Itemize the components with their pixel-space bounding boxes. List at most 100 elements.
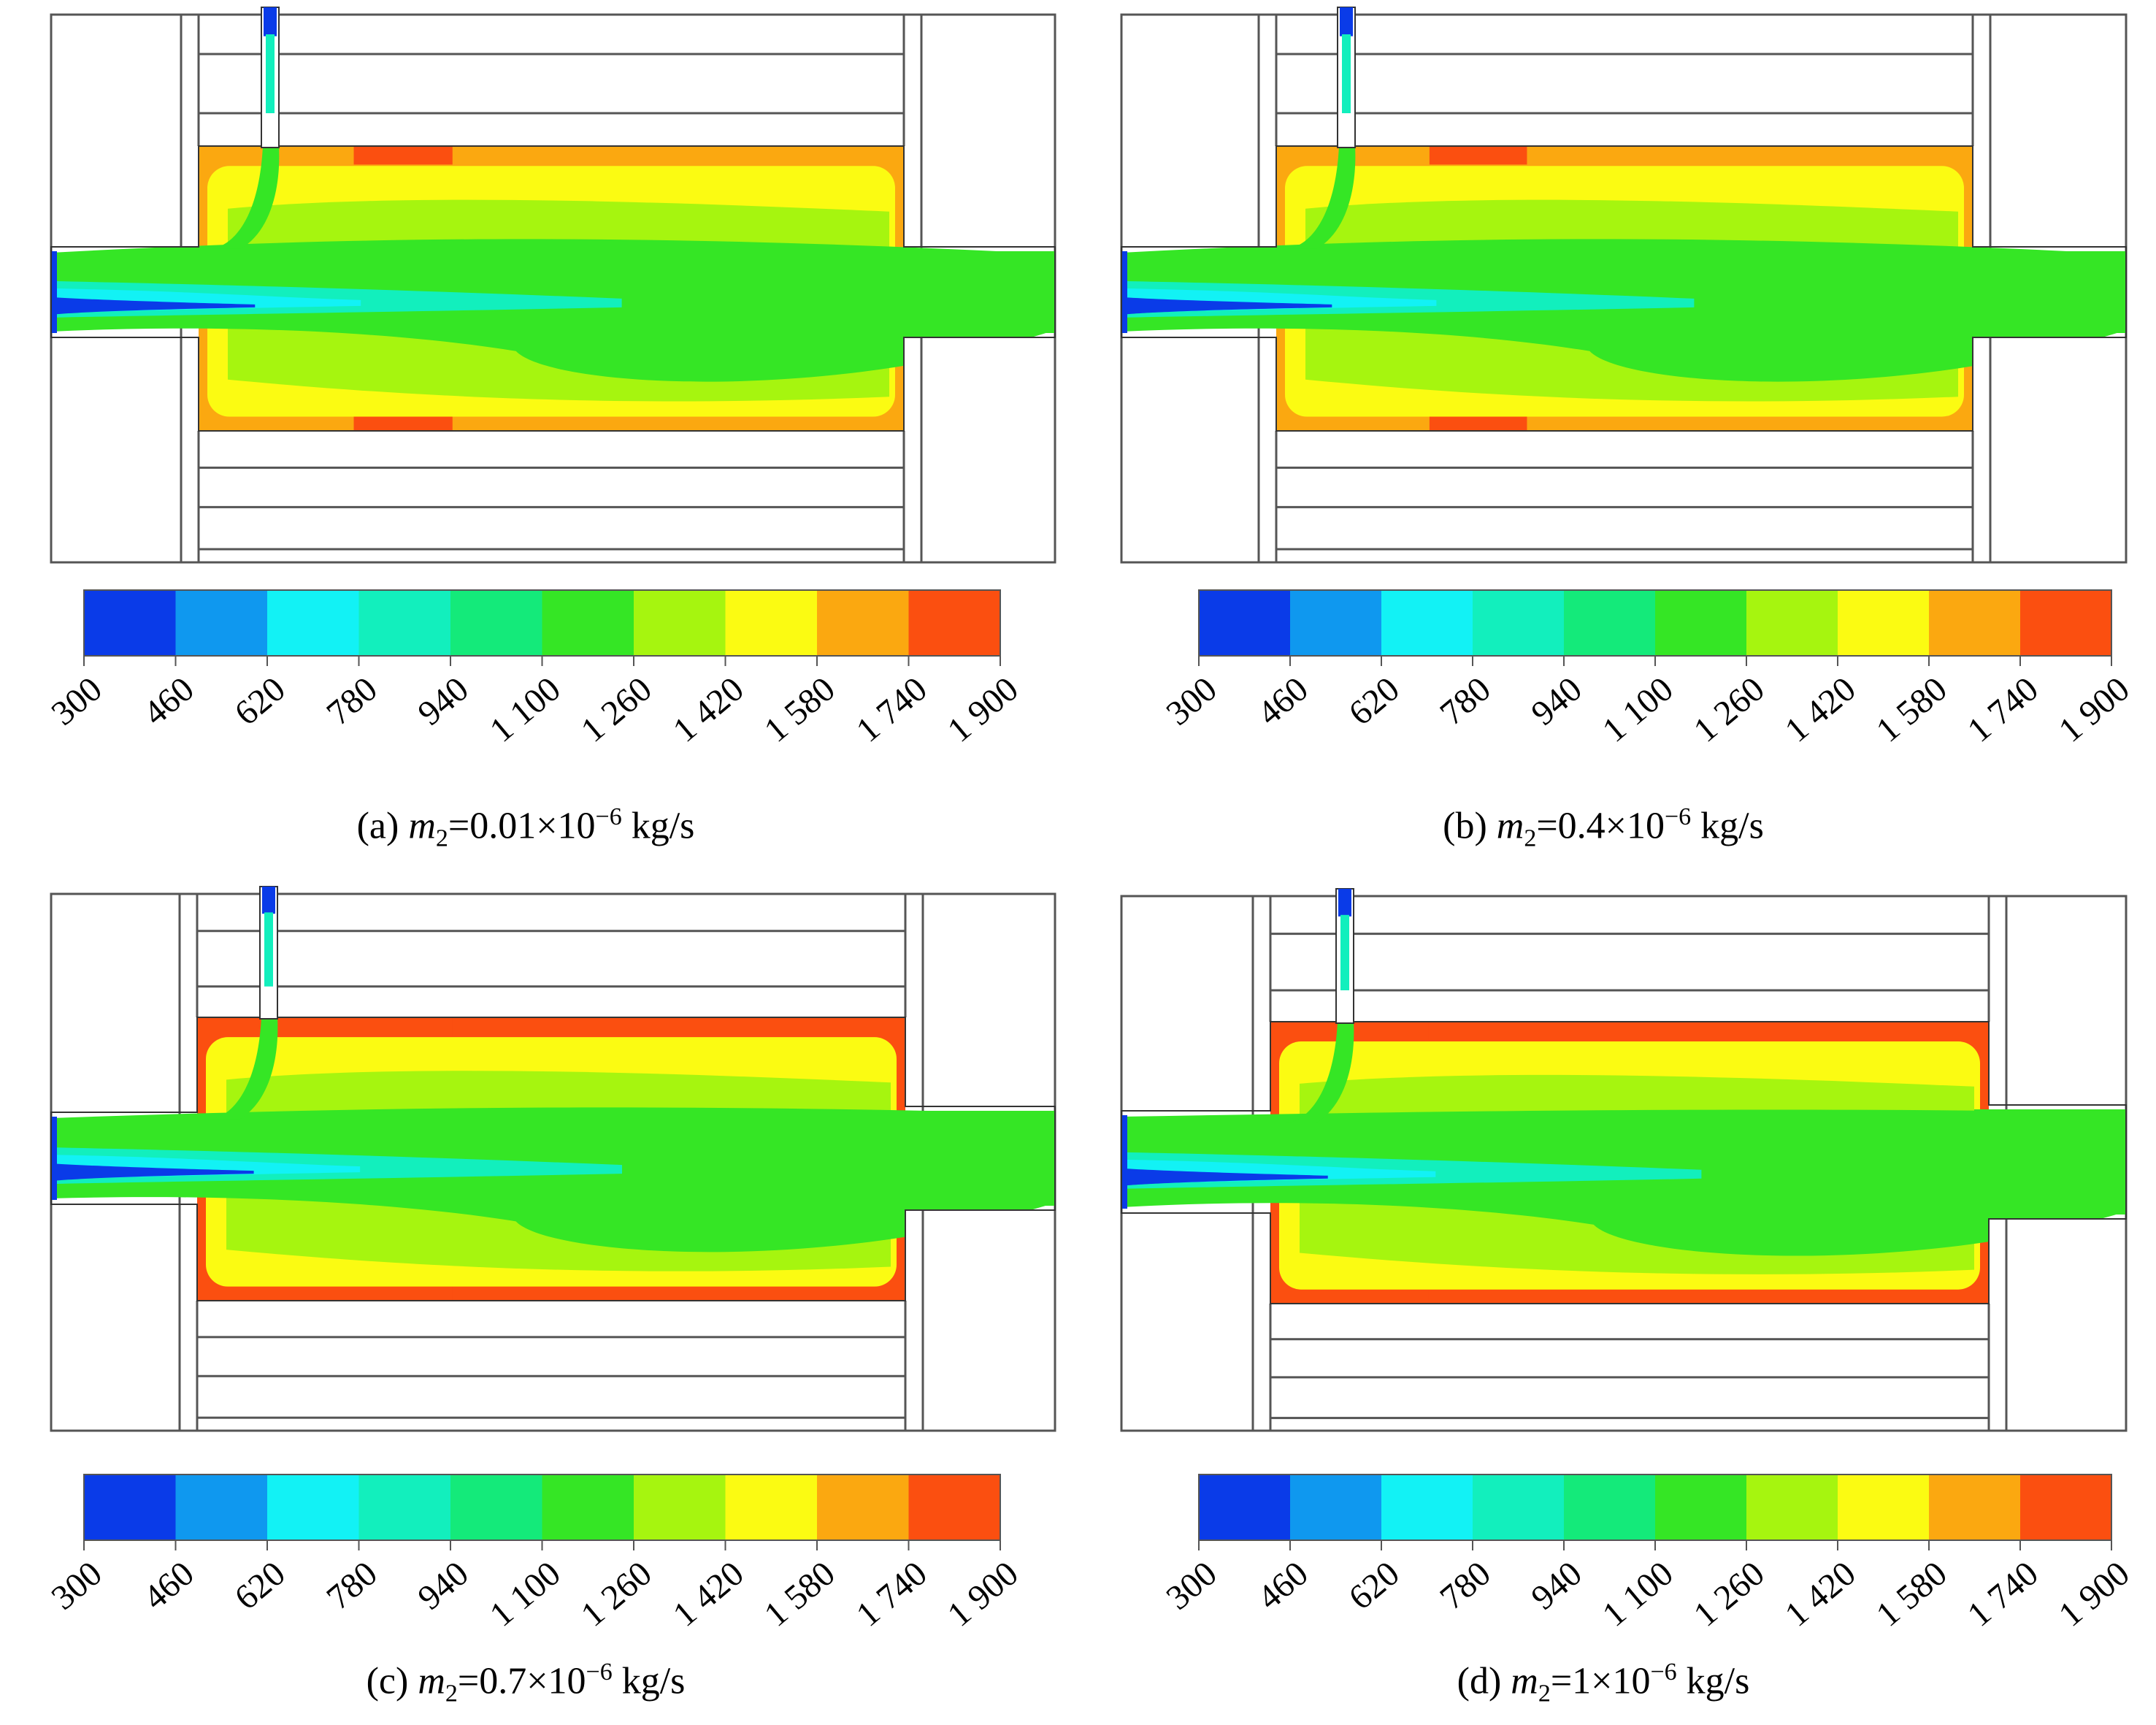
- colorbar-band: [175, 590, 268, 656]
- flow-field: [1121, 1022, 2126, 1304]
- bottom-compartment: [1275, 466, 1974, 551]
- panel-a: 300 460 620 780 940 1 100 1 260 1 420 1 580 1 740…: [0, 0, 1078, 862]
- hot-spot: [353, 416, 453, 431]
- inlet-jet-cold: [1121, 297, 1332, 315]
- colorbar-band: [1290, 1475, 1382, 1540]
- colorbar-band: [725, 590, 818, 656]
- flow-domain-outline: [1121, 1021, 2127, 1304]
- colorbar-band: [908, 590, 1001, 656]
- green-core: [1121, 1109, 2126, 1256]
- inlet-wall: [51, 251, 57, 333]
- colorbar-band: [908, 1475, 1001, 1540]
- colorbar-band: [542, 1475, 634, 1540]
- hot-spot: [1428, 1289, 1530, 1304]
- flow-field: [1121, 146, 2126, 431]
- outlet-flow: [891, 1111, 1055, 1206]
- colorbar-band: [267, 1475, 359, 1540]
- hot-spot: [1429, 146, 1527, 165]
- hot-spot: [353, 146, 453, 165]
- colorbar-band: [1381, 590, 1473, 656]
- flow-domain-outline: [50, 145, 1056, 432]
- inlet-wall: [51, 1117, 57, 1200]
- caption-d: (d) m2=1×10−6 kg/s: [1457, 1659, 1750, 1707]
- colorbar-band: [1199, 590, 1291, 656]
- temperature-contour-a: [50, 7, 1056, 666]
- hot-spot: [353, 1017, 453, 1036]
- colorbar-band: [175, 1475, 268, 1540]
- flow-field: [51, 1017, 1055, 1301]
- bottom-compartment: [196, 1336, 907, 1419]
- temperature-contour-b: [1120, 7, 2128, 666]
- colorbar-band: [450, 1475, 542, 1540]
- colorbar-band: [542, 590, 634, 656]
- caption-b: (b) m2=0.4×10−6 kg/s: [1443, 803, 1764, 852]
- inlet-wall: [1121, 251, 1127, 333]
- colorbar-band: [2020, 590, 2112, 656]
- outlet-flow: [1974, 1109, 2126, 1215]
- caption-c: (c) m2=0.7×10−6 kg/s: [366, 1659, 686, 1707]
- hot-spot: [1428, 1022, 1530, 1041]
- injection-cold: [262, 887, 275, 914]
- hot-spot: [353, 1286, 453, 1301]
- flow-domain-outline: [50, 1017, 1056, 1301]
- colorbar-band: [1564, 590, 1656, 656]
- injection-flow: [266, 34, 275, 113]
- colorbar-band: [1381, 1475, 1473, 1540]
- bottom-compartment: [1269, 1338, 1990, 1420]
- colorbar-band: [817, 1475, 909, 1540]
- injection-cold: [1340, 7, 1353, 37]
- injection-cold: [264, 7, 277, 37]
- colorbar-band: [358, 590, 451, 656]
- colorbar-band: [1838, 1475, 1930, 1540]
- injection-plume: [1288, 146, 1356, 249]
- hot-spot: [1429, 416, 1527, 431]
- colorbar-band: [634, 590, 726, 656]
- colorbar-band: [817, 590, 909, 656]
- colorbar-band: [267, 590, 359, 656]
- colorbar-band: [1290, 590, 1382, 656]
- colorbar-band: [1929, 590, 2021, 656]
- colorbar-band: [84, 1475, 176, 1540]
- injection-plume: [1286, 1022, 1354, 1123]
- bottom-compartment: [197, 466, 905, 551]
- temperature-contour-d: [1120, 888, 2128, 1550]
- colorbar-band: [1655, 590, 1747, 656]
- inlet-wall: [1121, 1115, 1127, 1209]
- green-core: [1121, 239, 2126, 382]
- green-core: [51, 239, 1055, 382]
- colorbar-band: [1746, 590, 1838, 656]
- injection-cold: [1338, 889, 1351, 917]
- panel-c: 300 460 620 780 940 1 100 1 260 1 420 1 580 1 740…: [0, 862, 1078, 1725]
- outlet-flow: [1958, 251, 2126, 333]
- colorbar-band: [1655, 1475, 1747, 1540]
- colorbar-band: [725, 1475, 818, 1540]
- temperature-contour-c: [50, 886, 1056, 1550]
- inlet-jet-cold: [51, 1163, 254, 1182]
- injection-plume: [212, 146, 280, 249]
- colorbar-band: [1473, 590, 1565, 656]
- inlet-jet-cold: [1121, 1168, 1328, 1186]
- colorbar-band: [634, 1475, 726, 1540]
- colorbar-band: [1564, 1475, 1656, 1540]
- panel-b: 300 460 620 780 940 1 100 1 260 1 420 1 580 1 740…: [1078, 0, 2155, 862]
- colorbar-band: [1199, 1475, 1291, 1540]
- outlet-flow: [889, 251, 1055, 333]
- colorbar-band: [1473, 1475, 1565, 1540]
- panel-d: 300 460 620 780 940 1 100 1 260 1 420 1 580 1 740…: [1078, 862, 2155, 1725]
- colorbar-band: [358, 1475, 451, 1540]
- colorbar-band: [1746, 1475, 1838, 1540]
- injection-flow: [1342, 34, 1351, 113]
- injection-flow: [1340, 914, 1349, 990]
- colorbar-band: [1838, 590, 1930, 656]
- injection-flow: [264, 912, 273, 987]
- flow-field: [51, 146, 1055, 431]
- colorbar-band: [1929, 1475, 2021, 1540]
- flow-domain-outline: [1121, 145, 2127, 432]
- colorbar-band: [84, 590, 176, 656]
- colorbar-band: [450, 590, 542, 656]
- caption-a: (a) m2=0.01×10−6 kg/s: [356, 803, 695, 852]
- colorbar-band: [2020, 1475, 2112, 1540]
- inlet-jet-cold: [51, 297, 256, 315]
- green-core: [51, 1107, 1055, 1252]
- injection-plume: [210, 1017, 278, 1120]
